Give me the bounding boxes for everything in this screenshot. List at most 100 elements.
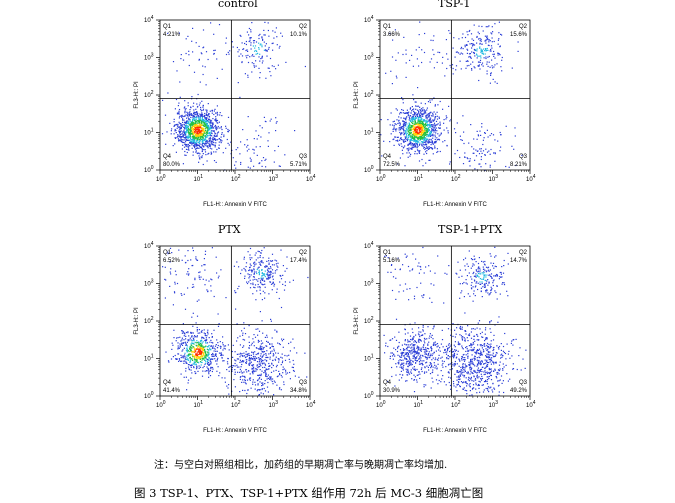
event-dot	[233, 379, 235, 381]
event-dot	[407, 112, 409, 114]
event-dot	[205, 356, 207, 358]
event-dot	[242, 355, 244, 357]
event-dot	[212, 127, 214, 129]
event-dot	[400, 126, 402, 128]
event-dot	[202, 120, 204, 122]
event-dot	[192, 363, 194, 365]
event-dot	[243, 267, 245, 270]
event-dot	[196, 134, 199, 137]
event-dot	[195, 353, 197, 355]
event-dot	[439, 150, 441, 153]
event-dot	[263, 353, 265, 355]
event-dot	[284, 270, 286, 272]
event-dot	[423, 124, 425, 126]
event-dot	[412, 357, 414, 359]
event-dot	[398, 379, 400, 381]
event-dot	[196, 120, 198, 122]
event-dot	[252, 364, 255, 366]
event-dot	[191, 128, 193, 130]
event-dot	[251, 71, 253, 73]
event-dot	[252, 279, 254, 281]
event-dot	[201, 265, 203, 267]
event-dot	[265, 166, 267, 168]
event-dot	[415, 136, 417, 138]
event-dot	[258, 361, 260, 363]
event-dot	[260, 375, 262, 377]
event-dot	[277, 262, 279, 264]
event-dot	[385, 72, 387, 74]
event-dot	[188, 124, 191, 126]
event-dot	[202, 104, 204, 106]
event-dot	[432, 369, 434, 371]
event-dot	[508, 166, 510, 168]
event-dot	[264, 283, 266, 285]
event-dot	[421, 113, 424, 115]
event-dot	[259, 289, 261, 291]
event-dot	[445, 115, 447, 117]
event-dot	[255, 347, 257, 349]
event-dot	[428, 148, 430, 150]
event-dot	[419, 126, 421, 128]
event-dot	[199, 348, 201, 350]
event-dot	[203, 145, 205, 147]
event-dot	[273, 285, 275, 287]
event-dot	[175, 274, 177, 276]
event-dot	[199, 122, 201, 124]
event-dot	[209, 363, 211, 365]
event-dot	[469, 43, 471, 45]
event-dot	[198, 138, 200, 141]
event-dot	[420, 125, 422, 127]
event-dot	[488, 270, 490, 272]
event-dot	[230, 141, 232, 143]
event-dot	[198, 118, 200, 121]
event-dot	[177, 345, 179, 347]
event-dot	[425, 351, 427, 353]
quadrant-name: Q2	[299, 250, 308, 256]
event-dot	[259, 389, 261, 391]
event-dot	[247, 370, 250, 372]
event-dot	[243, 345, 245, 347]
event-dot	[239, 335, 241, 337]
event-dot	[210, 125, 212, 127]
event-dot	[216, 370, 218, 372]
event-dot	[476, 42, 478, 44]
event-dot	[276, 265, 278, 267]
event-dot	[406, 347, 408, 349]
event-dot	[425, 139, 427, 141]
event-dot	[391, 124, 394, 126]
event-dot	[462, 48, 464, 50]
event-dot	[484, 35, 486, 37]
event-dot	[407, 354, 410, 356]
event-dot	[239, 391, 241, 393]
event-dot	[268, 268, 270, 270]
event-dot	[203, 120, 206, 122]
event-dot	[430, 141, 432, 143]
event-dot	[176, 127, 178, 129]
x-tick-label: 101	[414, 174, 424, 183]
event-dot	[416, 117, 418, 119]
event-dot	[216, 363, 218, 365]
event-dot	[465, 282, 467, 284]
event-dot	[449, 161, 451, 163]
event-dot	[203, 115, 205, 117]
event-dot	[185, 132, 187, 134]
event-dot	[460, 46, 463, 48]
event-dot	[407, 366, 409, 368]
event-dot	[431, 354, 433, 357]
event-dot	[490, 74, 492, 76]
event-dot	[195, 359, 197, 361]
event-dot	[200, 340, 202, 342]
quadrant-percent: 17.4%	[290, 258, 308, 264]
event-dot	[257, 341, 259, 343]
event-dot	[485, 163, 487, 165]
event-dot	[193, 125, 195, 127]
event-dot	[431, 141, 433, 143]
event-dot	[477, 31, 479, 33]
event-dot	[514, 127, 516, 129]
event-dot	[491, 288, 493, 290]
event-dot	[267, 391, 269, 393]
event-dot	[177, 138, 179, 140]
event-dot	[197, 120, 199, 122]
event-dot	[394, 29, 396, 31]
event-dot	[266, 356, 268, 358]
